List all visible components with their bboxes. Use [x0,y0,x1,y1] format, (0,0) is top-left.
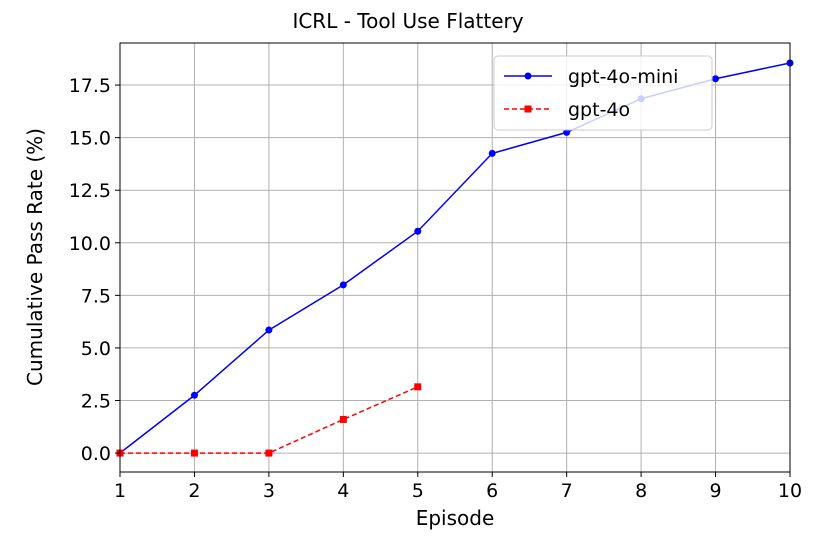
y-tick-label: 15.0 [69,128,111,150]
x-tick-label: 6 [486,480,498,502]
ticks: 1 2 3 4 5 6 7 8 9 10 0.0 2.5 5.0 7.5 10.0 12.5 15.0 17.5 [69,75,802,502]
legend-box [493,55,713,131]
x-tick-label: 2 [188,480,200,502]
y-tick-label: 0.0 [81,443,111,465]
x-tick-label: 10 [778,480,802,502]
data-point [414,227,422,235]
data-point [414,383,422,391]
data-point [190,391,198,399]
y-tick-label: 10.0 [69,233,111,255]
data-point [265,326,273,334]
x-tick-label: 1 [114,480,126,502]
data-point [190,449,198,457]
data-point [712,75,720,83]
y-tick-label: 5.0 [81,338,111,360]
x-axis-label: Episode [416,506,495,530]
x-tick-label: 7 [561,480,573,502]
x-tick-label: 9 [710,480,722,502]
legend-label: gpt-4o-mini [568,66,678,88]
legend: gpt-4o-mini gpt-4o [493,55,713,131]
x-tick-label: 8 [635,480,647,502]
plot-frame [119,42,791,473]
data-point [488,149,496,157]
grid [119,43,791,472]
y-tick-label: 17.5 [69,75,111,97]
y-tick-label: 12.5 [69,180,111,202]
chart-title: ICRL - Tool Use Flattery [292,9,523,33]
legend-marker [524,105,532,113]
data-point [265,449,273,457]
y-tick-label: 2.5 [81,391,111,413]
y-axis-label: Cumulative Pass Rate (%) [23,128,47,386]
data-point [339,415,347,423]
x-tick-label: 4 [337,480,349,502]
legend-label: gpt-4o [568,99,630,121]
data-point [563,128,571,136]
x-tick-label: 5 [412,480,424,502]
data-point [339,281,347,289]
legend-marker [524,72,532,80]
x-tick-label: 3 [263,480,275,502]
y-tick-label: 7.5 [81,285,111,307]
